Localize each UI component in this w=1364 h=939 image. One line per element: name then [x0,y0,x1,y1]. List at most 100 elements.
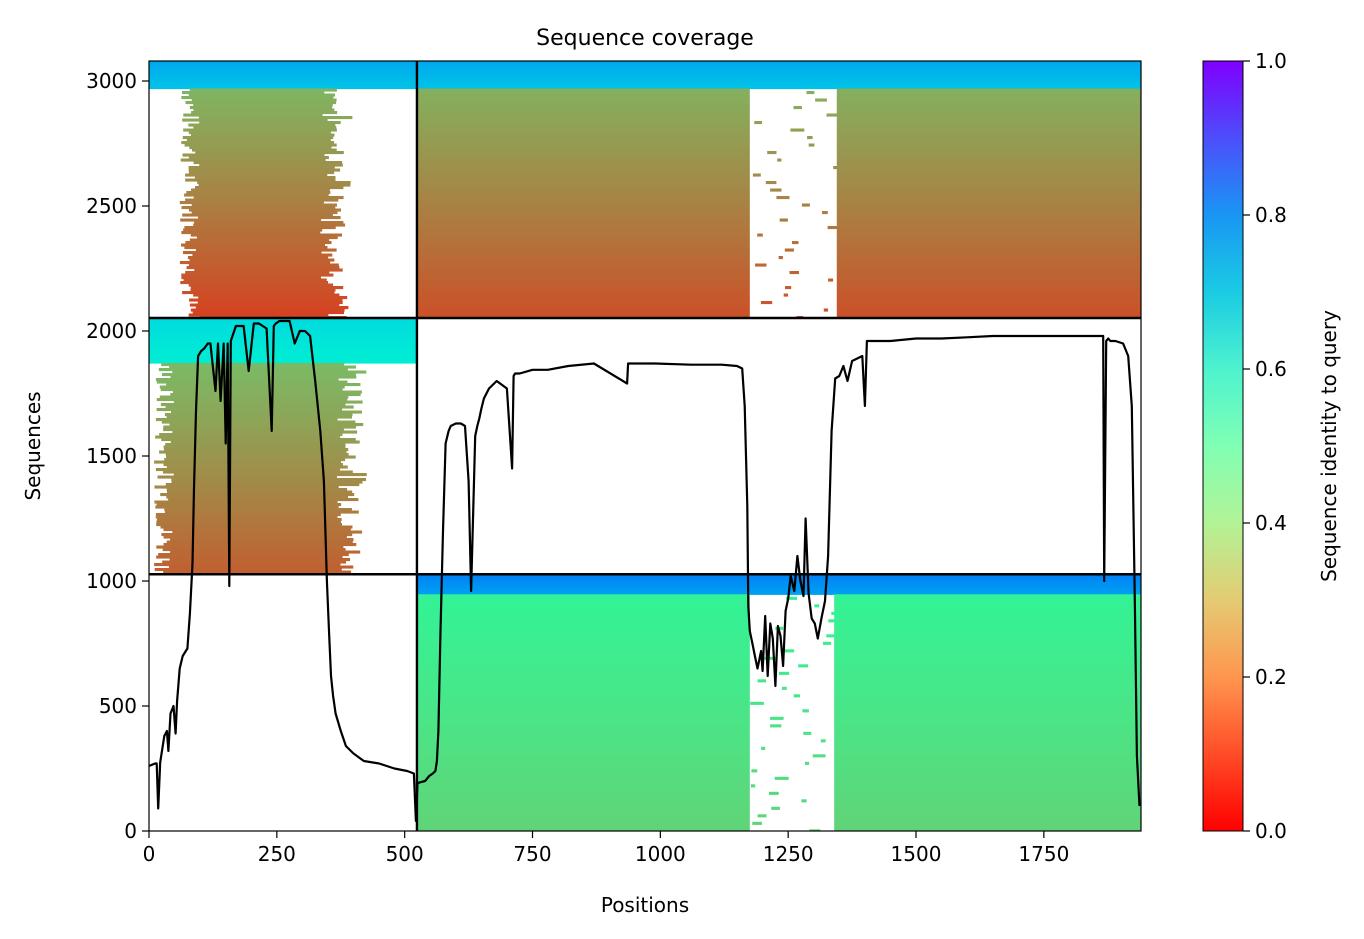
heatmap-fragment [803,731,812,735]
heatmap-row [416,714,750,718]
heatmap-row [836,236,1141,240]
colorbar-tick-label: 1.0 [1255,49,1287,73]
heatmap-row [836,311,1141,315]
heatmap-row [416,98,750,102]
heatmap-fragment [823,641,832,645]
heatmap-row [416,701,750,705]
heatmap-fragment [793,106,802,110]
heatmap-row [416,178,750,182]
heatmap-row [416,181,750,185]
heatmap-row [836,266,1141,270]
heatmap-row [416,621,750,625]
heatmap-row [834,644,1141,648]
heatmap-row [198,296,348,300]
heatmap-row [834,684,1141,688]
heatmap-row [834,604,1141,608]
heatmap-row [169,423,364,427]
heatmap-fragment [769,791,779,795]
plot-frame [148,60,1142,832]
heatmap-row [416,156,750,160]
heatmap-row [834,821,1141,825]
heatmap-row [416,166,750,170]
heatmap-row [834,641,1141,645]
heatmap-row [416,804,750,808]
heatmap-row [149,348,417,352]
x-tick-label: 750 [513,842,551,866]
heatmap-row [416,108,750,112]
heatmap-row [834,734,1141,738]
heatmap-row [416,76,1141,80]
colorbar-gradient [1202,60,1244,832]
heatmap-row [834,744,1141,748]
heatmap-row [182,136,334,140]
heatmap-row [416,724,750,728]
heatmap-row [190,286,344,290]
heatmap-row [416,136,750,140]
heatmap-row [416,81,1141,85]
heatmap-row [416,789,750,793]
heatmap-row [149,345,417,349]
heatmap-row [416,161,750,165]
heatmap-row [836,288,1141,292]
heatmap-row [834,649,1141,653]
heatmap-row [416,228,750,232]
heatmap-fragment [801,203,810,207]
heatmap-row [834,826,1141,830]
heatmap-row [416,281,750,285]
heatmap-row [149,330,417,334]
heatmap-row [416,238,750,242]
heatmap-row [836,233,1141,237]
heatmap-row [416,311,750,315]
heatmap-fragment [828,619,835,623]
heatmap-row [163,470,353,474]
heatmap-row [149,63,417,67]
heatmap-row [155,378,339,382]
heatmap-row [188,171,335,175]
heatmap-row [416,93,750,97]
heatmap-row [834,736,1141,740]
heatmap-row [834,764,1141,768]
heatmap-row [416,306,750,310]
heatmap-row [416,258,750,262]
heatmap-block-3 [149,318,417,575]
heatmap-row [416,146,750,150]
heatmap-row [188,123,336,127]
heatmap-row [198,116,353,120]
heatmap-row [834,664,1141,668]
heatmap-row [154,563,341,567]
heatmap-row [416,641,750,645]
heatmap-row [416,644,750,648]
heatmap-row [416,91,750,95]
heatmap-row [836,296,1141,300]
heatmap-row [416,101,750,105]
heatmap-row [416,158,750,162]
heatmap-row [834,781,1141,785]
heatmap-fragment [760,301,773,305]
heatmap-row [416,676,750,680]
heatmap-row [416,674,750,678]
heatmap-row [165,405,354,409]
heatmap-row [416,649,750,653]
heatmap-fragment [826,113,838,117]
heatmap-row [170,440,360,444]
heatmap-row [834,814,1141,818]
heatmap-fragment [770,724,782,728]
heatmap-row [185,198,339,202]
heatmap-row [188,131,331,135]
heatmap-row [156,398,348,402]
heatmap-row [416,313,750,317]
heatmap-row [416,176,750,180]
heatmap-row [416,664,750,668]
heatmap-row [166,540,353,544]
x-tick-label: 0 [143,842,156,866]
heatmap-row [185,241,332,245]
heatmap-row [836,166,1141,170]
heatmap-row [173,400,363,404]
heatmap-row [834,801,1141,805]
heatmap-row [149,335,417,339]
heatmap-row [191,111,338,115]
heatmap-row [195,186,344,190]
heatmap-row [834,656,1141,660]
heatmap-block-1 [149,61,417,319]
heatmap-row [834,594,1141,598]
